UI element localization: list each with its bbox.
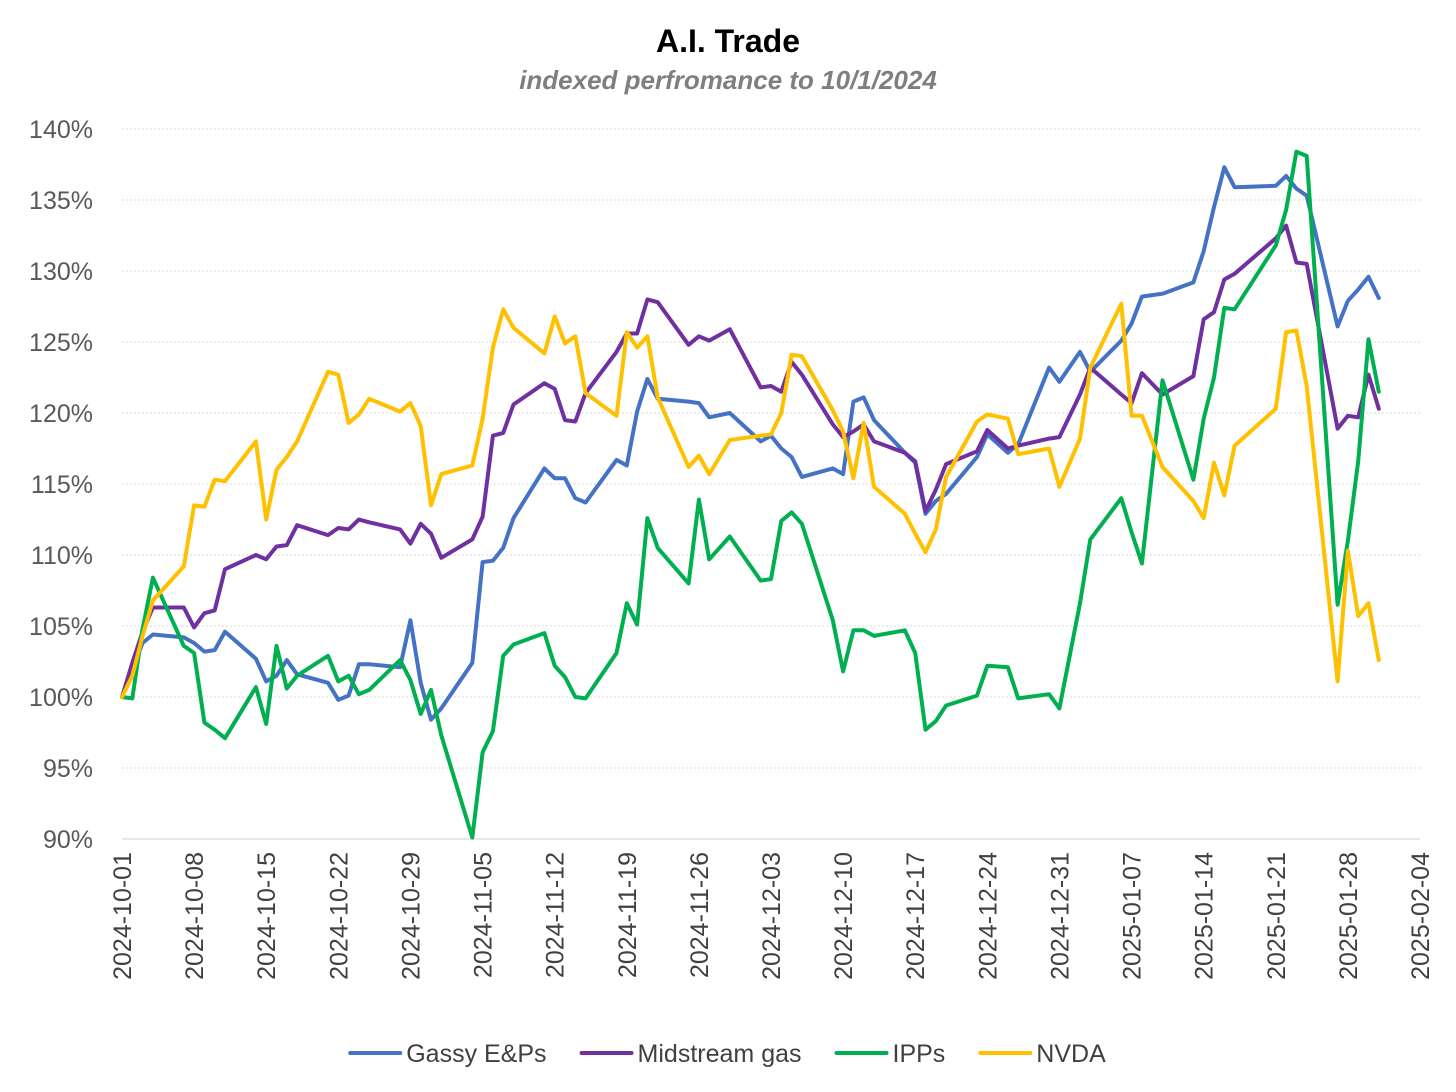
series-line-nvda (120, 301, 1381, 699)
y-tick-label: 110% (31, 542, 93, 570)
x-tick-label: 2024-11-19 (614, 852, 642, 978)
x-tick-label: 2024-12-31 (1046, 852, 1074, 980)
x-tick-label: 2024-12-03 (758, 852, 786, 980)
y-tick-label: 120% (29, 400, 93, 428)
y-tick-label: 90% (43, 826, 93, 854)
x-tick-label: 2024-10-29 (397, 852, 425, 980)
x-tick-label: 2024-10-22 (325, 852, 353, 980)
legend-item: Gassy E&Ps (348, 1040, 547, 1068)
legend-label: Midstream gas (638, 1040, 802, 1068)
x-tick-label: 2025-01-21 (1263, 852, 1291, 980)
y-tick-label: 130% (29, 258, 93, 286)
x-tick-label: 2024-10-08 (181, 852, 209, 980)
legend-item: Midstream gas (579, 1040, 802, 1068)
chart-title: A.I. Trade (656, 23, 800, 59)
x-tick-label: 2025-01-14 (1191, 852, 1219, 980)
x-tick-label: 2024-10-15 (253, 852, 281, 980)
x-tick-label: 2025-01-28 (1335, 852, 1363, 980)
series-line-gassy-e-ps (120, 165, 1381, 722)
x-tick-label: 2024-12-24 (974, 852, 1002, 980)
chart-subtitle: indexed perfromance to 10/1/2024 (519, 65, 937, 95)
x-tick-label: 2024-11-12 (542, 852, 570, 978)
y-tick-label: 140% (29, 116, 93, 144)
y-tick-label: 105% (29, 613, 93, 641)
legend-item: IPPs (834, 1040, 946, 1068)
legend: Gassy E&Ps Midstream gas IPPs NVDA (348, 1040, 1106, 1068)
y-tick-label: 135% (29, 187, 93, 215)
legend-label: IPPs (893, 1040, 946, 1068)
x-tick-label: 2025-01-07 (1119, 852, 1147, 980)
x-tick-label: 2024-11-26 (686, 852, 714, 978)
series-lines (120, 149, 1381, 840)
y-axis-tick-labels: 90% 95% 100% 105% 110% 115% 120% 125% 130% 135% 14… (29, 116, 93, 854)
x-tick-label: 2024-11-05 (470, 852, 498, 978)
legend-label: Gassy E&Ps (406, 1040, 546, 1068)
y-tick-label: 95% (43, 755, 93, 783)
x-tick-label: 2024-12-10 (830, 852, 858, 980)
x-tick-label: 2025-02-04 (1407, 852, 1435, 980)
x-tick-label: 2024-10-01 (109, 852, 137, 980)
y-tick-label: 125% (29, 329, 93, 357)
x-axis-tick-labels: 2024-10-01 2024-10-08 2024-10-15 2024-10-22… (109, 852, 1435, 980)
y-tick-label: 100% (29, 684, 93, 712)
series-line-ipps (120, 149, 1381, 840)
x-tick-label: 2024-12-17 (902, 852, 930, 980)
y-tick-label: 115% (31, 471, 93, 499)
legend-item: NVDA (978, 1040, 1106, 1068)
legend-label: NVDA (1036, 1040, 1106, 1068)
